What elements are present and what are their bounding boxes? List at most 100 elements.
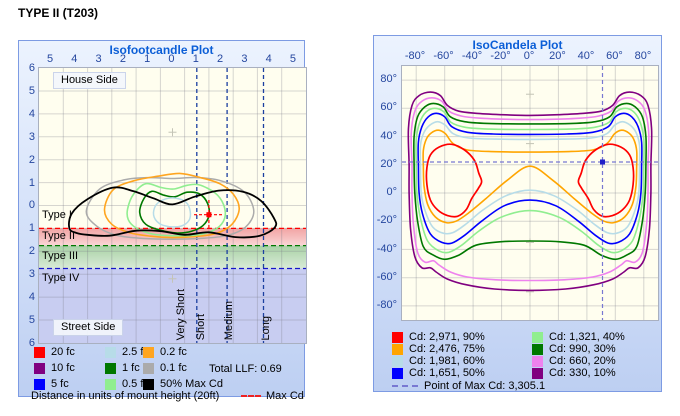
legend-item: Cd: 990, 30% xyxy=(532,343,625,355)
isofootcandle-legend-col-3: 0.2 fc 0.1 fc 50% Max Cd xyxy=(143,344,223,392)
tick-label: 80° xyxy=(380,73,397,85)
tick-label: 80° xyxy=(634,50,652,62)
legend-swatch xyxy=(392,331,403,343)
total-llf-value: Total LLF: 0.69 xyxy=(209,363,282,375)
legend-swatch xyxy=(143,346,154,358)
tick-label: -80° xyxy=(376,299,397,311)
tick-label: 5 xyxy=(289,53,297,65)
tick-label: 2 xyxy=(28,153,35,166)
legend-item: 0.1 fc xyxy=(143,360,223,376)
legend-swatch xyxy=(105,346,116,358)
isofootcandle-legend-col-1: 20 fc 10 fc 5 fc xyxy=(34,344,75,392)
isofootcandle-axis-cross-marks xyxy=(168,128,177,283)
tick-label: 3 xyxy=(28,268,35,281)
legend-item: 10 fc xyxy=(34,360,75,376)
isofootcandle-svg xyxy=(39,68,306,343)
legend-label: Cd: 990, 30% xyxy=(549,343,616,355)
legend-swatch xyxy=(532,343,543,355)
house-side-label: House Side xyxy=(53,72,126,89)
isofootcandle-title: Isofootcandle Plot xyxy=(109,43,214,57)
throw-medium-label: Medium xyxy=(223,300,235,340)
tick-label: 60° xyxy=(606,50,623,62)
legend-item: 1 fc xyxy=(105,360,149,376)
type-i-label: Type I xyxy=(42,209,72,221)
isocandela-y-axis: 80° 60° 40° 20° 0° -20° -40° -60° -80° xyxy=(374,73,397,311)
tick-label: 5 xyxy=(28,313,35,326)
type-iii-band-fade xyxy=(39,245,306,269)
type-ii-label: Type II xyxy=(42,230,76,242)
legend-swatch xyxy=(34,362,45,374)
max-cd-marker xyxy=(206,212,212,218)
isofootcandle-legend-col-2: 2.5 fc 1 fc 0.5 fc xyxy=(105,344,149,392)
point-of-max-label: Point of Max Cd: 3,305.1 xyxy=(424,380,546,392)
tick-label: 4 xyxy=(28,107,35,120)
throw-very-short-label: Very Short xyxy=(175,288,187,340)
legend-item: 2.5 fc xyxy=(105,344,149,360)
legend-item: Cd: 330, 10% xyxy=(532,367,625,379)
tick-label: -20° xyxy=(376,214,397,227)
tick-label: 2 xyxy=(119,53,126,65)
legend-item: Cd: 1,651, 50% xyxy=(392,367,485,379)
tick-label: 0 xyxy=(168,53,175,65)
tick-label: 3 xyxy=(95,53,102,65)
legend-swatch xyxy=(105,362,116,374)
tick-label: 4 xyxy=(28,291,35,304)
tick-label: 1 xyxy=(28,176,35,189)
tick-label: 0° xyxy=(523,50,535,62)
legend-swatch xyxy=(532,355,543,367)
point-of-max-legend-entry: Point of Max Cd: 3,305.1 xyxy=(392,380,545,392)
max-cd-dash-sample xyxy=(241,395,261,397)
street-side-label: Street Side xyxy=(53,319,124,336)
tick-label: 4 xyxy=(265,53,272,65)
legend-item: Cd: 1,981, 60% xyxy=(392,355,485,367)
legend-item: 0.5 fc xyxy=(105,376,149,392)
point-of-max-dash-sample xyxy=(392,385,418,387)
legend-label: 20 fc xyxy=(51,346,75,358)
tick-label: 1 xyxy=(28,222,35,235)
legend-swatch xyxy=(34,378,45,390)
tick-label: 3 xyxy=(28,130,35,143)
legend-label: 0.5 fc xyxy=(122,378,149,390)
tick-label: 1 xyxy=(192,53,199,65)
legend-item: 50% Max Cd xyxy=(143,376,223,392)
legend-swatch xyxy=(34,346,45,358)
tick-label: -80° xyxy=(404,50,426,62)
legend-label: Cd: 1,321, 40% xyxy=(549,331,625,343)
legend-swatch xyxy=(532,331,543,343)
tick-label: 20° xyxy=(549,50,566,62)
legend-swatch xyxy=(392,355,403,367)
isocandela-legend-col-2: Cd: 1,321, 40% Cd: 990, 30% Cd: 660, 20% Cd… xyxy=(532,331,625,379)
tick-label: -40° xyxy=(376,242,397,255)
legend-swatch xyxy=(392,343,403,355)
legend-label: 5 fc xyxy=(51,378,69,390)
isocandela-x-axis: -80° -60° -40° -20° 0° 20° 40° 60° 80° xyxy=(402,50,656,62)
throw-short-label: Short xyxy=(195,313,207,340)
tick-label: 40° xyxy=(577,50,595,62)
legend-label: 0.1 fc xyxy=(160,362,187,374)
isocandela-axis-cross-marks xyxy=(526,90,534,296)
type-iii-label: Type III xyxy=(42,250,79,262)
isofootcandle-contours xyxy=(68,172,278,240)
legend-swatch xyxy=(143,362,154,374)
legend-item: 5 fc xyxy=(34,376,75,392)
isocandela-gridlines xyxy=(402,66,658,320)
tick-label: 0° xyxy=(386,186,397,198)
legend-label: Cd: 660, 20% xyxy=(549,355,616,367)
point-of-max-marker xyxy=(600,159,605,165)
tick-label: -60° xyxy=(433,50,454,62)
legend-item: Cd: 1,321, 40% xyxy=(532,331,625,343)
isocandela-legend-col-1: Cd: 2,971, 90% Cd: 2,476, 75% Cd: 1,981, 6… xyxy=(392,331,485,379)
type-iv-label: Type IV xyxy=(42,272,80,284)
distance-units-note: Distance in units of mount height (20ft) xyxy=(31,390,220,402)
max-cd-legend-entry: Max Cd xyxy=(241,390,304,402)
max-cd-legend-label: Max Cd xyxy=(266,390,304,402)
legend-label: 2.5 fc xyxy=(122,346,149,358)
isocandela-panel: IsoCandela Plot -80° -60° -40° -20° 0° 20° 40°… xyxy=(373,35,662,392)
tick-label: 2 xyxy=(28,245,35,258)
legend-label: Cd: 330, 10% xyxy=(549,367,616,379)
tick-label: -20° xyxy=(490,50,511,62)
tick-label: 3 xyxy=(241,53,248,65)
isocandela-svg xyxy=(402,66,658,320)
legend-label: Cd: 1,981, 60% xyxy=(409,355,485,367)
